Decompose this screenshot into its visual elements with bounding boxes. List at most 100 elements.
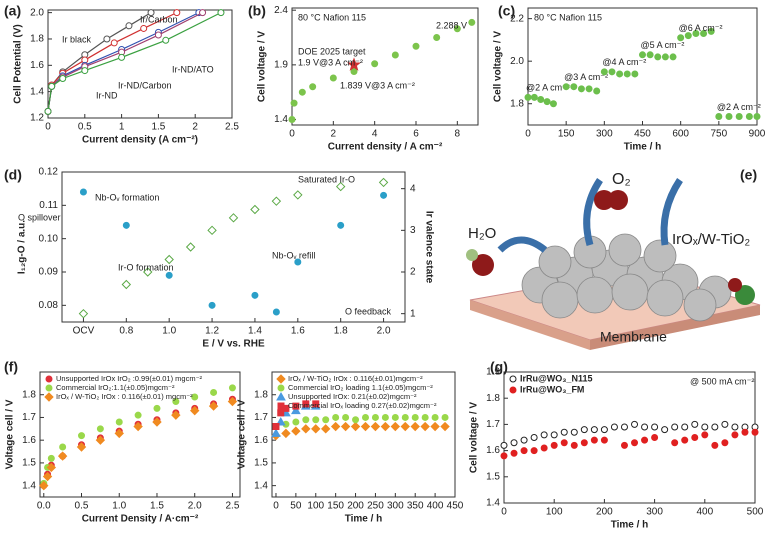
data-point: [671, 439, 679, 447]
y-tick-label: 0.11: [39, 200, 58, 211]
x-tick-label: 150: [558, 129, 575, 140]
series-label: @4 A cm⁻²: [602, 57, 646, 67]
data-point: [669, 53, 677, 61]
data-point: [590, 426, 598, 434]
annotation: 1.839 V@3 A cm⁻²: [340, 80, 415, 90]
series-label: @3 A cm⁻²: [564, 72, 608, 82]
data-point: [701, 431, 709, 439]
x-tick-label: 900: [749, 129, 765, 140]
plot-frame: [503, 371, 756, 504]
data-point: [691, 434, 699, 441]
data-point: [165, 271, 173, 279]
data-point: [272, 308, 280, 316]
data-point: [610, 423, 618, 431]
data-point: [580, 426, 588, 434]
data-point: [421, 413, 429, 421]
data-point: [753, 112, 761, 120]
data-point: [110, 39, 118, 47]
plot-frame: [39, 371, 241, 498]
data-point: [600, 68, 608, 76]
x-tick-label: 450: [634, 129, 651, 140]
data-point: [370, 421, 381, 432]
x-tick-label: 400: [427, 501, 444, 512]
y-tick-label: 1.4: [254, 480, 268, 491]
data-point: [661, 53, 669, 61]
data-point: [227, 396, 238, 407]
data-point: [47, 454, 55, 462]
x-tick-label: 1.4: [248, 326, 262, 337]
x-axis-label: Current density / A cm⁻²: [328, 142, 443, 153]
chart: 0 50 100 150 200 250 300 350 400 450 1.4 1.5 1.6 1.7 1…: [237, 371, 464, 525]
data-point: [292, 418, 300, 426]
data-point: [59, 443, 67, 451]
data-point: [711, 423, 719, 431]
y-tick-label: 2.0: [510, 56, 524, 67]
data-point: [172, 398, 180, 406]
legend-marker: [276, 374, 286, 384]
panel-label: (g): [490, 359, 508, 375]
data-point: [560, 439, 568, 447]
annotation: O feedback: [345, 306, 392, 316]
data-point: [292, 402, 300, 410]
data-point: [291, 405, 301, 415]
data-point: [293, 190, 303, 200]
data-point: [154, 31, 162, 39]
y2-tick-label: 2: [410, 267, 416, 278]
arrow: [660, 178, 683, 246]
legend-label: IrRu@WO₃_FM: [520, 384, 584, 394]
data-point: [291, 426, 301, 436]
x-tick-label: 350: [407, 501, 424, 512]
arrow: [583, 178, 603, 246]
data-point: [431, 413, 439, 421]
chart: (d) OCV 0.8 1.0 1.2 1.4 1.6 1.8 2.0 0.08 0.09 0.10 0…: [4, 167, 434, 350]
data-point: [420, 421, 430, 432]
data-point: [302, 416, 310, 424]
y-tick-label: 1.6: [486, 445, 500, 456]
data-point: [433, 34, 441, 42]
data-point: [228, 213, 239, 223]
x-axis-label: Current Density / A·cm⁻²: [82, 514, 199, 525]
data-point: [143, 267, 153, 277]
data-point: [639, 51, 646, 59]
data-point: [59, 74, 67, 82]
plot-frame: [271, 371, 456, 498]
plot-frame: [61, 171, 406, 323]
data-point: [620, 423, 628, 431]
x-tick-label: 250: [367, 501, 384, 512]
legend-marker: [277, 402, 285, 410]
panel-label: (b): [248, 3, 266, 19]
data-point: [173, 9, 181, 17]
data-point: [78, 432, 86, 440]
data-point: [251, 291, 259, 299]
data-point: [549, 100, 557, 108]
data-point: [608, 68, 616, 76]
data-point: [378, 177, 389, 188]
data-point: [391, 413, 399, 421]
data-point: [103, 35, 111, 43]
y2-tick-label: 4: [410, 183, 416, 194]
legend-marker: [509, 386, 517, 394]
x-tick-label: 100: [546, 507, 563, 518]
molecule: [472, 254, 494, 276]
data-point: [530, 434, 538, 441]
data-point: [681, 436, 689, 444]
legend-label: IrOₓ / W-TiO₂ IrOx : 0.116(±0.01)mgcm⁻²: [288, 374, 423, 383]
data-point: [48, 82, 56, 90]
annotation: DOE 2025 target: [298, 46, 366, 56]
data-point: [692, 30, 700, 38]
data-point: [441, 413, 449, 421]
data-point: [600, 436, 608, 444]
panel-label: (d): [4, 167, 22, 183]
data-point: [412, 42, 420, 50]
x-tick-label: 600: [672, 129, 689, 140]
x-tick-label: 1.6: [291, 326, 305, 337]
y-tick-label: 1.8: [254, 389, 268, 400]
data-point: [530, 447, 538, 455]
data-point: [42, 471, 53, 482]
y-axis-label: Cell voltage / V: [493, 31, 504, 102]
legend-label: Unsupported IrOx IrO₂ :0.99(±0.01) mgcm⁻…: [56, 374, 203, 383]
x-tick-label: 2: [331, 129, 337, 140]
data-point: [585, 85, 593, 93]
x-tick-label: 0.0: [37, 501, 51, 512]
x-tick-label: 100: [307, 501, 324, 512]
